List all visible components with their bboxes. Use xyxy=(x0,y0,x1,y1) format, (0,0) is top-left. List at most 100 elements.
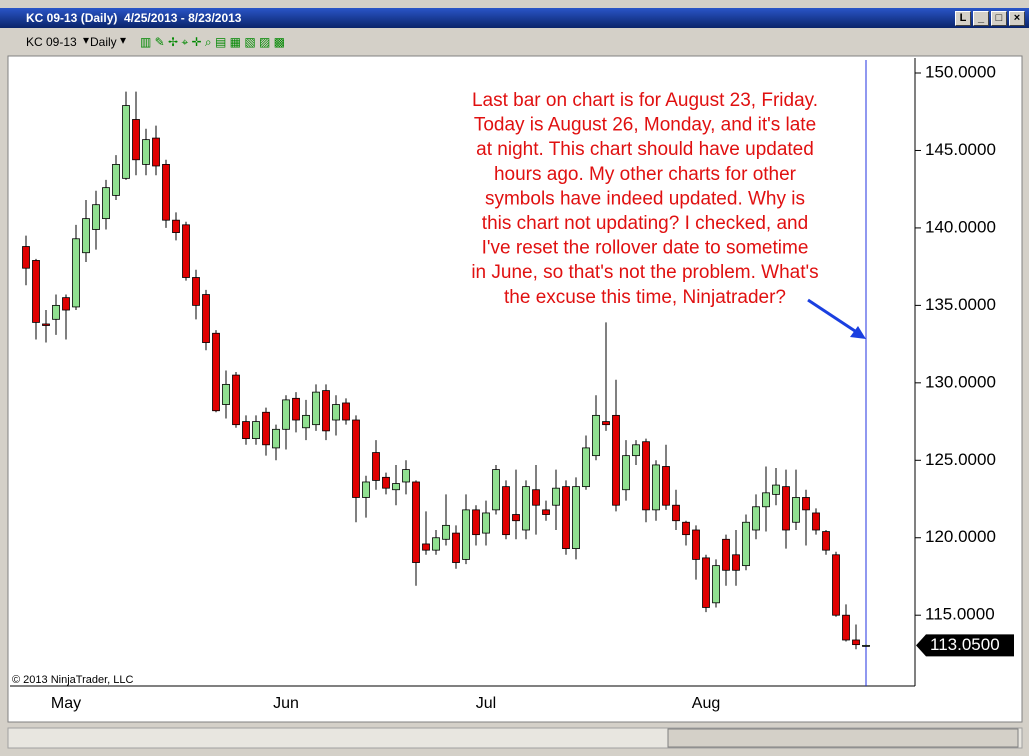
candle-body xyxy=(822,531,830,551)
candle-body xyxy=(382,476,390,489)
annotation-line: I've reset the rollover date to sometime xyxy=(482,238,809,259)
pin-button[interactable]: L xyxy=(955,11,971,26)
candle-body xyxy=(452,532,460,563)
candle-body xyxy=(172,219,180,233)
candle-body xyxy=(572,486,580,549)
candle-body xyxy=(762,492,770,508)
last-price-label: 113.0500 xyxy=(930,635,1000,654)
candle-body xyxy=(472,509,480,536)
candle-body xyxy=(132,119,140,161)
candle-body xyxy=(812,512,820,531)
annotation-line: Today is August 26, Monday, and it's lat… xyxy=(474,115,816,136)
candle-body xyxy=(282,399,290,430)
copyright: © 2013 NinjaTrader, LLC xyxy=(12,674,133,686)
y-tick-label: 125.0000 xyxy=(925,450,996,469)
candle-body xyxy=(742,521,750,567)
candle-body xyxy=(852,639,860,646)
toolbar: KC 09-13 ▾ Daily ▾ ▥ ✎ ✢ ⌖ ✛ ⌕ ▤ ▦ ▧ ▨ ▩ xyxy=(26,33,286,49)
candle-body xyxy=(682,521,690,536)
candle-body xyxy=(332,404,340,421)
candle-body xyxy=(832,554,840,616)
candle-body xyxy=(42,323,50,326)
candle-body xyxy=(52,304,60,320)
annotation-line: symbols have indeed updated. Why is xyxy=(485,188,805,209)
x-tick-label: Jul xyxy=(476,695,496,712)
candle-body xyxy=(222,383,230,405)
candle-body xyxy=(562,486,570,549)
candle-body xyxy=(632,444,640,457)
window-title: KC 09-13 (Daily) 4/25/2013 - 8/23/2013 xyxy=(26,11,242,25)
candle-body xyxy=(642,441,650,511)
candle-body xyxy=(82,218,90,254)
candle-body xyxy=(422,543,430,551)
x-tick-label: Jun xyxy=(273,695,299,712)
y-tick-label: 150.0000 xyxy=(925,62,996,81)
candle-body xyxy=(182,224,190,278)
candle-body xyxy=(552,487,560,506)
arrow-head xyxy=(850,326,866,339)
candle-body xyxy=(582,447,590,488)
candle-body xyxy=(232,374,240,426)
candle-body xyxy=(302,414,310,429)
candle-body xyxy=(522,486,530,531)
last-price-tag xyxy=(916,634,1014,657)
candle-body xyxy=(342,402,350,421)
instrument-selector[interactable]: KC 09-13 xyxy=(26,35,77,49)
candle-body xyxy=(692,529,700,560)
tool-icons[interactable]: ▥ ✎ ✢ ⌖ ✛ ⌕ ▤ ▦ ▧ ▨ ▩ xyxy=(140,35,286,49)
x-tick-label: Aug xyxy=(692,695,720,712)
minimize-button[interactable]: _ xyxy=(973,11,989,26)
annotation-line: the excuse this time, Ninjatrader? xyxy=(504,287,786,308)
scroll-thumb[interactable] xyxy=(667,728,1019,748)
candle-body xyxy=(622,455,630,491)
candle-body xyxy=(412,481,420,563)
candle-body xyxy=(512,514,520,522)
annotation-line: at night. This chart should have updated xyxy=(476,139,814,160)
candle-body xyxy=(362,481,370,498)
candle-body xyxy=(112,164,120,196)
candle-body xyxy=(22,246,30,269)
candle-body xyxy=(772,484,780,495)
candle-body xyxy=(542,509,550,515)
y-tick-label: 145.0000 xyxy=(925,140,996,159)
maximize-button[interactable]: □ xyxy=(991,11,1007,26)
chart-panel xyxy=(7,55,1023,723)
y-tick-label: 120.0000 xyxy=(925,527,996,546)
candle-body xyxy=(272,428,280,449)
candle-body xyxy=(532,489,540,506)
y-tick-label: 135.0000 xyxy=(925,295,996,314)
candle-body xyxy=(782,486,790,531)
candle-body xyxy=(502,486,510,536)
candle-body xyxy=(92,204,100,230)
candle-body xyxy=(152,137,160,167)
candle-body xyxy=(492,469,500,511)
candle-body xyxy=(732,554,740,571)
candle-body xyxy=(802,497,810,511)
candle-body xyxy=(672,504,680,522)
candle-body xyxy=(712,565,720,604)
candle-body xyxy=(602,421,610,426)
candle-body xyxy=(462,509,470,560)
candle-body xyxy=(62,297,70,311)
x-tick-label: May xyxy=(51,695,81,712)
candle-body xyxy=(662,466,670,506)
candle-body xyxy=(722,538,730,571)
close-button[interactable]: × xyxy=(1009,11,1025,26)
candle-body xyxy=(482,512,490,534)
title-bar: KC 09-13 (Daily) 4/25/2013 - 8/23/2013 L… xyxy=(0,8,1029,28)
candle-body xyxy=(392,483,400,491)
candle-body xyxy=(322,390,330,432)
candle-body xyxy=(592,414,600,457)
annotation-line: Last bar on chart is for August 23, Frid… xyxy=(472,90,818,111)
interval-selector[interactable]: Daily xyxy=(90,35,117,49)
candle-body xyxy=(442,524,450,540)
candle-body xyxy=(792,497,800,523)
candle-body xyxy=(862,645,870,647)
arrow xyxy=(807,298,859,335)
candle-body xyxy=(352,419,360,498)
candle-body xyxy=(162,164,170,221)
candle-body xyxy=(312,391,320,426)
y-tick-label: 140.0000 xyxy=(925,217,996,236)
